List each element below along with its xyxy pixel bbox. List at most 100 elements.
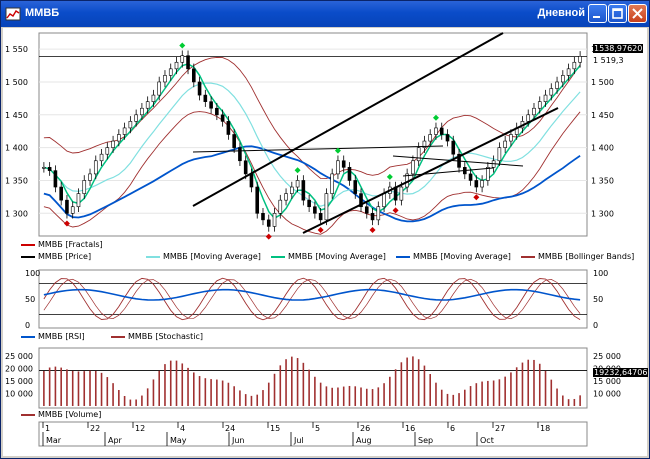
candle-body xyxy=(428,134,433,142)
candle-body xyxy=(105,147,110,155)
osc-axis-label-right: 100 xyxy=(593,269,608,278)
candle-body xyxy=(330,173,334,194)
window-title: ММВБ xyxy=(25,7,60,19)
minimize-button[interactable] xyxy=(588,4,607,23)
candle-body xyxy=(468,173,473,181)
legend-item[interactable]: ММВБ [Moving Average] xyxy=(271,252,386,261)
day-label: 27 xyxy=(495,424,505,433)
price-axis-label-right: 1 400 xyxy=(591,144,614,153)
candle-body xyxy=(122,127,127,135)
day-label: 22 xyxy=(90,424,100,433)
month-label: Apr xyxy=(108,436,123,445)
candle-body xyxy=(117,134,121,142)
osc-axis-label-left: 100 xyxy=(25,269,40,278)
candle-body xyxy=(318,213,323,221)
day-label: 15 xyxy=(270,424,280,433)
candle-body xyxy=(578,56,582,63)
candle-body xyxy=(301,180,306,201)
day-label: 6 xyxy=(450,424,455,433)
legend-item[interactable]: ММВБ [RSI] xyxy=(21,332,85,341)
bollinger-lower-line xyxy=(43,111,581,235)
legend-item[interactable]: ММВБ [Price] xyxy=(21,252,91,261)
candle-body xyxy=(70,206,75,214)
candle-body xyxy=(82,180,87,194)
legend-label: ММВБ [Fractals] xyxy=(38,240,103,249)
candle-body xyxy=(232,134,236,148)
osc-axis-label-right: 50 xyxy=(593,295,603,304)
legend-swatch xyxy=(146,255,160,258)
legend-label: ММВБ [Stochastic] xyxy=(128,332,203,341)
candle-body xyxy=(422,140,427,148)
month-label: Oct xyxy=(480,436,494,445)
price-axis-label-left: 1 400 xyxy=(5,144,28,153)
month-label: May xyxy=(170,436,187,445)
volume-panel-frame xyxy=(38,347,588,409)
legend-item[interactable]: ММВБ [Moving Average] xyxy=(396,252,511,261)
chart-area[interactable]: 1 22 12 4 24 15 5 26 16 6 27 18 Mar Apr May Jun Jul Aug Se… xyxy=(3,28,649,456)
candle-body xyxy=(341,160,346,168)
rsi-line xyxy=(43,288,581,301)
prev-price-tag: 1 519,3 xyxy=(593,56,624,65)
candle-body xyxy=(284,193,288,201)
close-button[interactable] xyxy=(628,4,647,23)
candle-body xyxy=(134,114,138,122)
candle-body xyxy=(503,140,507,148)
month-label: Mar xyxy=(46,436,62,445)
chart-canvas[interactable]: 1 22 12 4 24 15 5 26 16 6 27 18 Mar Apr May Jun Jul Aug Se… xyxy=(3,28,647,456)
candle-body xyxy=(416,147,421,162)
price-axis-label-right: 1 300 xyxy=(591,209,614,218)
osc-axis-label-left: 0 xyxy=(25,321,30,330)
candle-body xyxy=(411,160,415,175)
timeframe-label: Дневной xyxy=(537,7,586,19)
title-bar[interactable]: ММВБ Дневной xyxy=(1,1,649,27)
fractal-up-marker xyxy=(432,114,439,121)
legend-label: ММВБ [Volume] xyxy=(38,410,102,419)
fractal-up-marker xyxy=(294,167,301,174)
candle-body xyxy=(537,101,542,109)
legend-item[interactable]: ММВБ [Moving Average] xyxy=(146,252,261,261)
fractal-up-marker xyxy=(179,42,186,49)
legend-label: ММВБ [Moving Average] xyxy=(163,252,261,261)
candle-body xyxy=(145,101,150,109)
candle-body xyxy=(295,180,300,188)
ma-slow-line xyxy=(43,145,581,223)
legend-swatch xyxy=(21,243,35,246)
volume-axis-label-right: 25 000 xyxy=(593,352,621,361)
fractal-up-marker xyxy=(386,173,393,180)
candle-body xyxy=(203,94,208,102)
candle-body xyxy=(399,186,404,201)
day-label: 4 xyxy=(180,424,185,433)
legend-label: ММВБ [RSI] xyxy=(38,332,85,341)
candle-body xyxy=(255,186,260,214)
legend-item[interactable]: ММВБ [Fractals] xyxy=(21,240,103,249)
candle-body xyxy=(99,153,104,162)
volume-axis-label-left: 20 000 xyxy=(5,365,33,374)
legend-label: ММВБ [Price] xyxy=(38,252,92,261)
price-axis-label-right: 1 450 xyxy=(591,111,614,120)
legend-item[interactable]: ММВБ [Bollinger Bands] xyxy=(521,252,634,261)
maximize-button[interactable] xyxy=(608,4,627,23)
day-label: 24 xyxy=(225,424,235,433)
candle-body xyxy=(151,94,156,102)
legend-item[interactable]: ММВБ [Stochastic] xyxy=(111,332,203,341)
last-volume-tag: 19232,64706 xyxy=(593,368,649,377)
stochastic-line xyxy=(43,277,581,321)
price-axis-label-left: 1 300 xyxy=(5,209,28,218)
candle-body xyxy=(445,134,450,142)
legend-swatch xyxy=(21,335,35,338)
candle-body xyxy=(474,180,479,188)
osc-axis-label-right: 0 xyxy=(593,321,598,330)
candle-body xyxy=(180,55,185,63)
candle-body xyxy=(353,180,358,194)
legend-label: ММВБ [Moving Average] xyxy=(413,252,511,261)
candle-body xyxy=(226,121,231,135)
candle-body xyxy=(290,186,294,194)
fractal-down-marker xyxy=(63,220,70,227)
fractal-down-marker xyxy=(317,227,324,234)
candle-body xyxy=(238,147,242,162)
candle-body xyxy=(486,167,490,181)
candle-body xyxy=(566,68,571,76)
legend-swatch xyxy=(111,335,125,338)
legend-item[interactable]: ММВБ [Volume] xyxy=(21,410,101,419)
